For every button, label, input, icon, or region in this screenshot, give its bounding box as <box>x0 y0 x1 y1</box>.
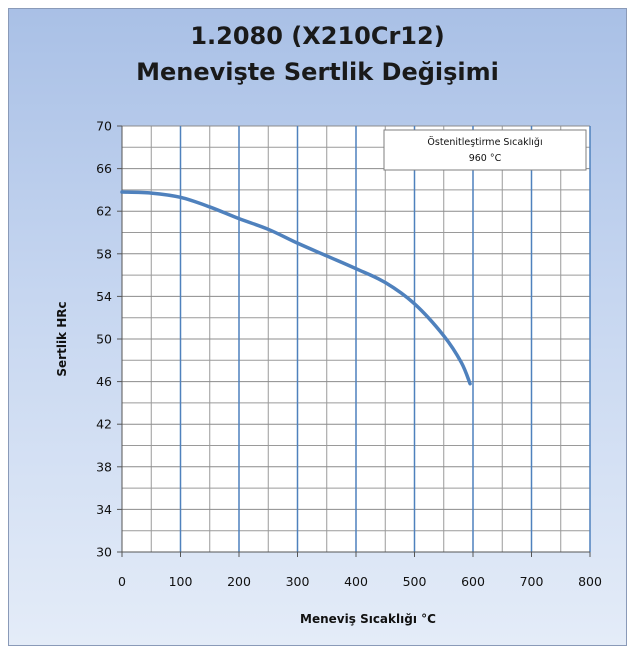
y-tick-label: 66 <box>96 161 112 176</box>
x-tick-label: 100 <box>169 574 193 589</box>
x-tick-label: 800 <box>578 574 602 589</box>
chart-title-line-2: Menevişte Sertlik Değişimi <box>136 58 499 86</box>
x-tick-label: 700 <box>520 574 544 589</box>
x-axis-title: Meneviş Sıcaklığı °C <box>300 612 436 626</box>
y-tick-label: 30 <box>96 545 112 560</box>
x-tick-label: 200 <box>227 574 251 589</box>
y-axis-title: Sertlik HRc <box>55 301 69 376</box>
y-tick-label: 46 <box>96 374 112 389</box>
annotation-line-2: 960 °C <box>469 153 502 164</box>
x-tick-label: 500 <box>403 574 427 589</box>
y-tick-label: 38 <box>96 459 112 474</box>
x-tick-label: 400 <box>344 574 368 589</box>
y-tick-label: 34 <box>96 502 112 517</box>
y-tick-label: 42 <box>96 417 112 432</box>
chart-title-line-1: 1.2080 (X210Cr12) <box>190 22 445 50</box>
hardness-series-line <box>120 190 472 386</box>
x-tick-label: 600 <box>461 574 485 589</box>
annotation-line-1: Östenitleştirme Sıcaklığı <box>427 137 542 148</box>
annotation-box <box>383 129 587 171</box>
y-tick-label: 54 <box>96 289 112 304</box>
y-tick-label: 70 <box>96 119 112 134</box>
x-tick-label: 300 <box>286 574 310 589</box>
y-tick-label: 58 <box>96 246 112 261</box>
y-tick-label: 62 <box>96 204 112 219</box>
chart-title: 1.2080 (X210Cr12) Menevişte Sertlik Deği… <box>8 18 627 90</box>
y-tick-label: 50 <box>96 332 112 347</box>
x-tick-label: 0 <box>118 574 126 589</box>
